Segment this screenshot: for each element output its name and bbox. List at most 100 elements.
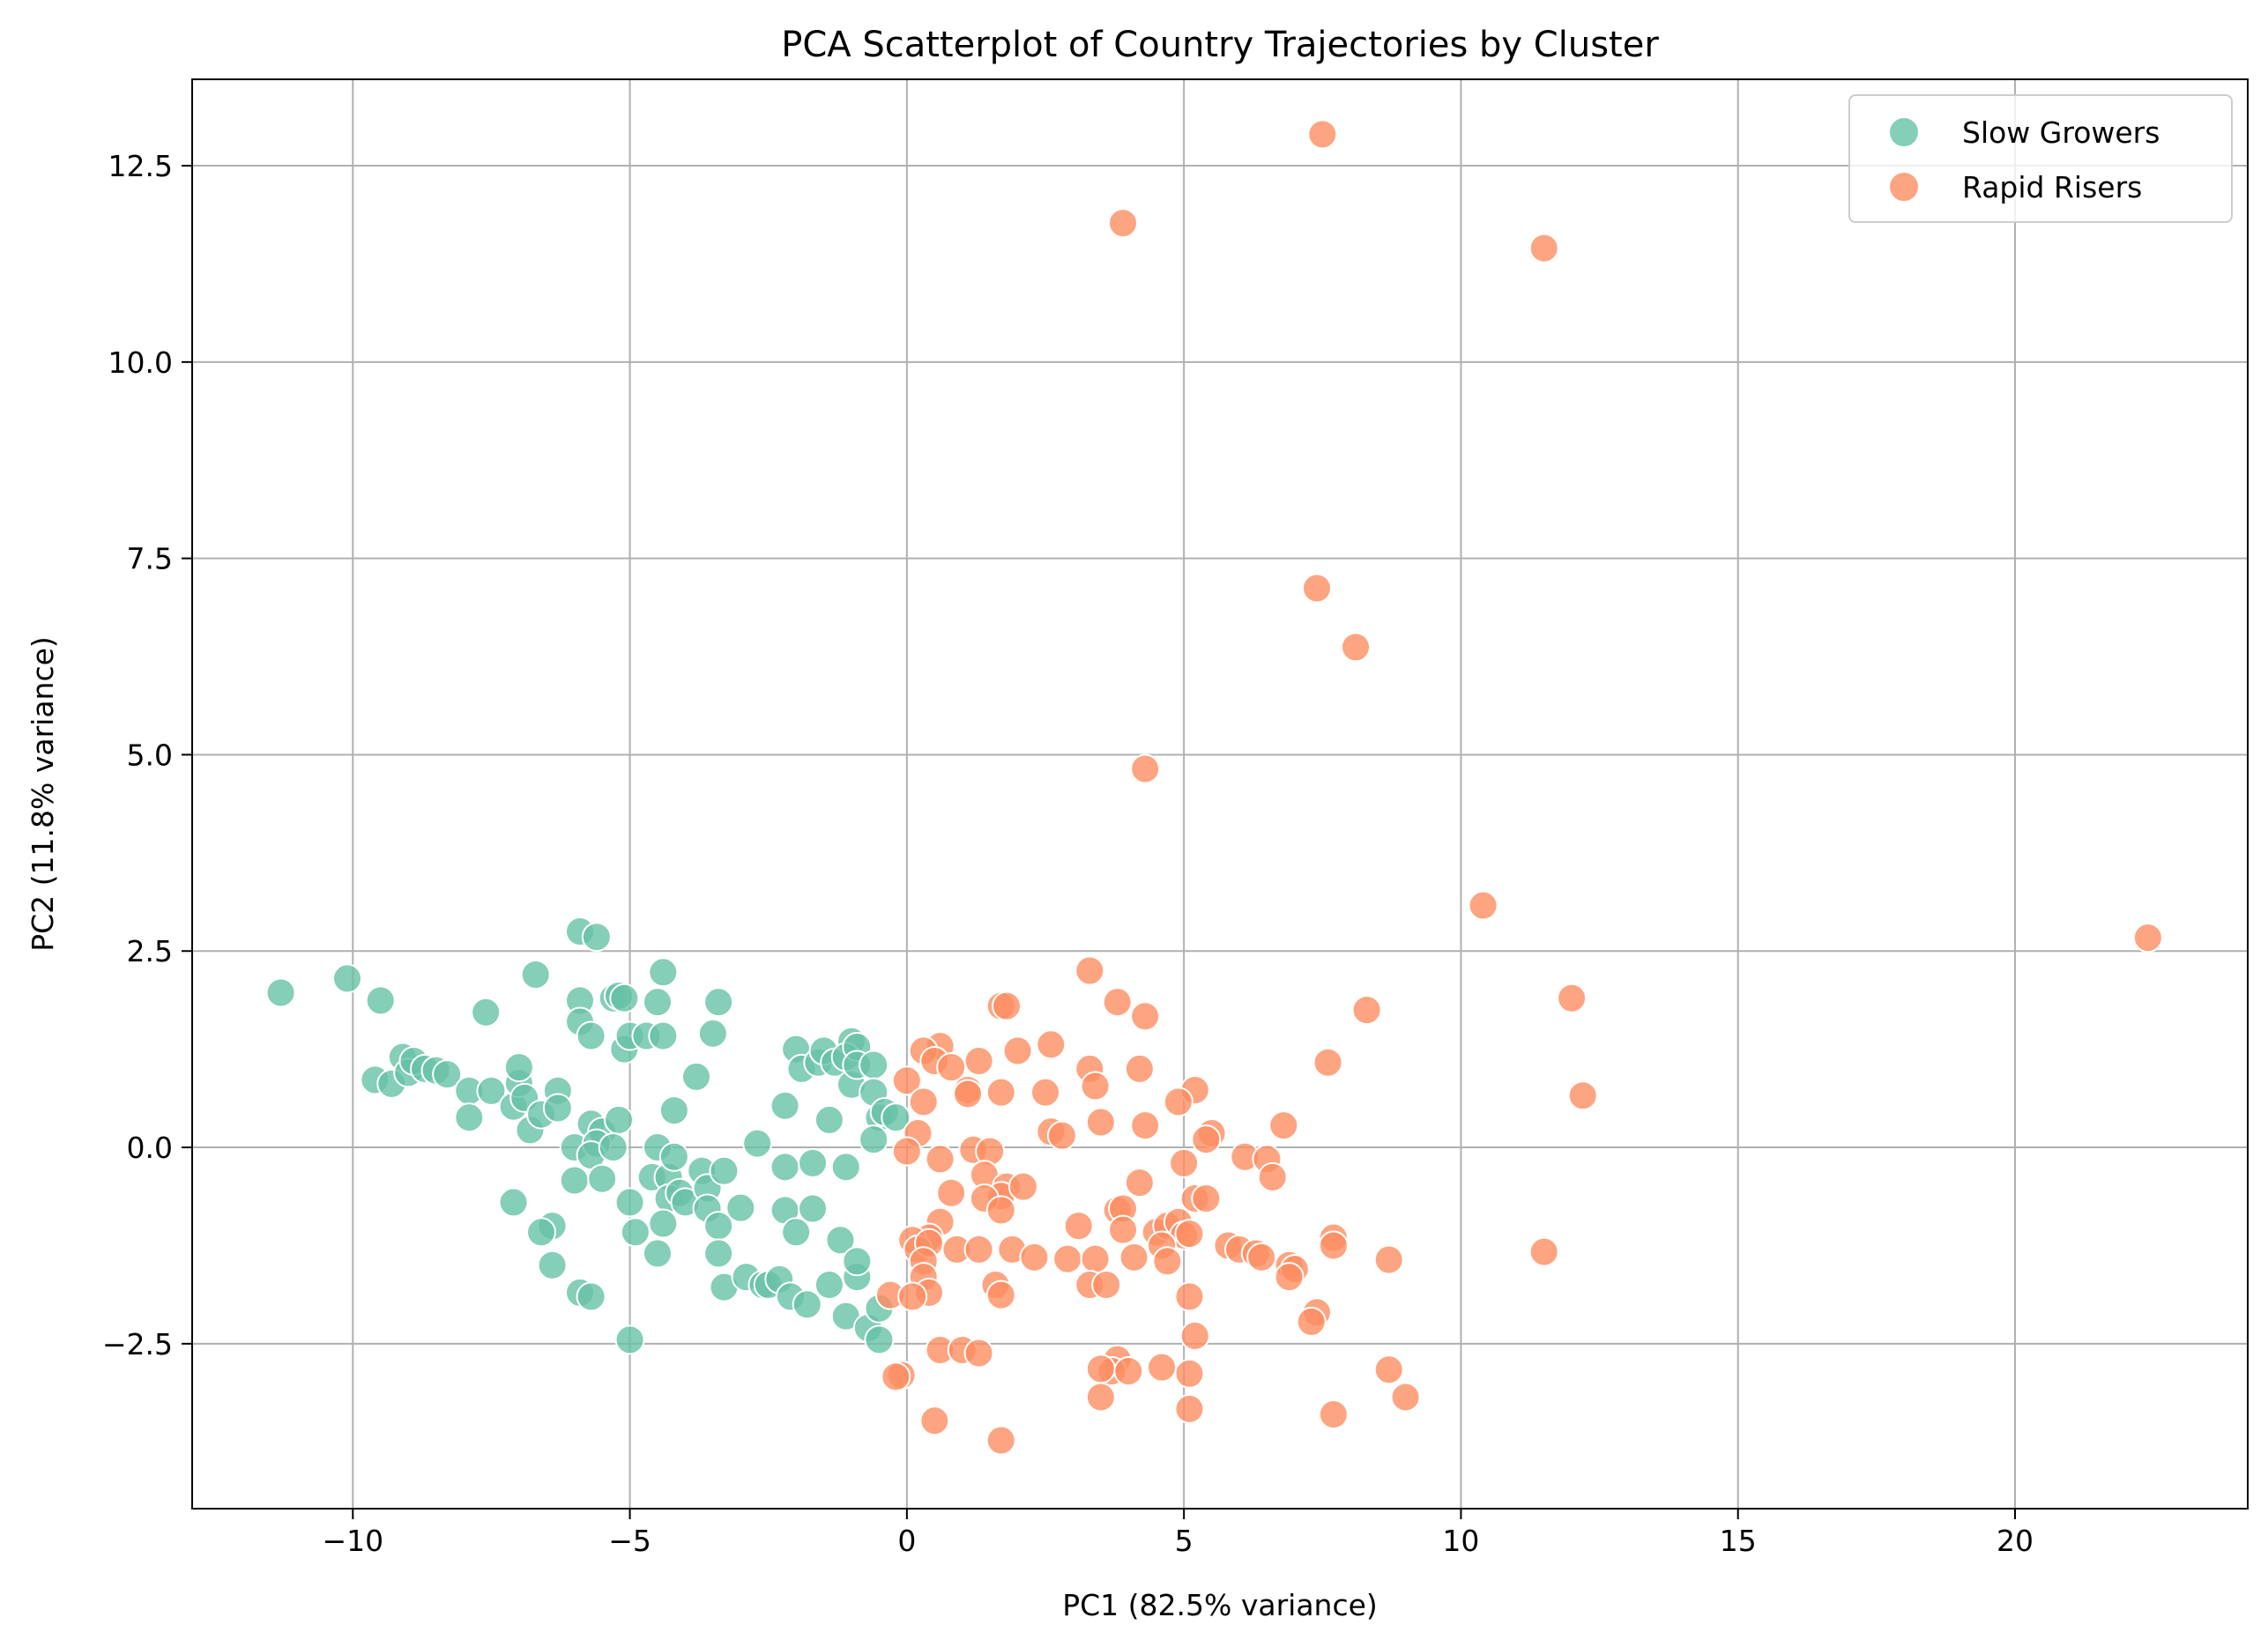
data-point[interactable] bbox=[1191, 1183, 1222, 1213]
data-point[interactable] bbox=[792, 1289, 822, 1320]
data-point[interactable] bbox=[1468, 890, 1498, 921]
data-point[interactable] bbox=[648, 1208, 679, 1239]
data-point[interactable] bbox=[742, 1128, 773, 1159]
data-point[interactable] bbox=[614, 1324, 645, 1355]
data-point[interactable] bbox=[1174, 1358, 1205, 1389]
data-point[interactable] bbox=[1019, 1242, 1050, 1272]
data-point[interactable] bbox=[1102, 987, 1133, 1018]
data-point[interactable] bbox=[614, 1187, 645, 1218]
data-point[interactable] bbox=[1318, 1399, 1349, 1430]
data-point[interactable] bbox=[503, 1052, 534, 1083]
data-point[interactable] bbox=[825, 1225, 856, 1256]
data-point[interactable] bbox=[1390, 1382, 1421, 1413]
data-point[interactable] bbox=[1174, 1219, 1205, 1250]
data-point[interactable] bbox=[814, 1270, 844, 1301]
data-point[interactable] bbox=[542, 1093, 573, 1124]
data-point[interactable] bbox=[881, 1102, 911, 1133]
data-point[interactable] bbox=[581, 922, 612, 953]
data-point[interactable] bbox=[1052, 1243, 1083, 1274]
data-point[interactable] bbox=[520, 959, 551, 990]
data-point[interactable] bbox=[1002, 1035, 1033, 1066]
data-point[interactable] bbox=[681, 1061, 711, 1092]
data-point[interactable] bbox=[1191, 1124, 1222, 1155]
data-point[interactable] bbox=[1075, 955, 1105, 986]
data-point[interactable] bbox=[992, 990, 1022, 1021]
data-point[interactable] bbox=[1124, 1053, 1155, 1084]
data-point[interactable] bbox=[1130, 1110, 1161, 1141]
data-point[interactable] bbox=[1296, 1306, 1327, 1337]
data-point[interactable] bbox=[891, 1065, 922, 1096]
data-point[interactable] bbox=[798, 1147, 828, 1178]
data-point[interactable] bbox=[648, 1020, 679, 1051]
data-point[interactable] bbox=[798, 1193, 828, 1224]
data-point[interactable] bbox=[770, 1090, 800, 1121]
data-point[interactable] bbox=[2132, 923, 2163, 953]
data-point[interactable] bbox=[908, 1087, 939, 1117]
data-point[interactable] bbox=[1373, 1244, 1404, 1275]
data-point[interactable] bbox=[1152, 1246, 1183, 1277]
data-point[interactable] bbox=[576, 1020, 606, 1051]
data-point[interactable] bbox=[471, 997, 502, 1028]
data-point[interactable] bbox=[859, 1050, 889, 1080]
data-point[interactable] bbox=[332, 963, 362, 994]
data-point[interactable] bbox=[953, 1079, 983, 1109]
data-point[interactable] bbox=[1174, 1281, 1205, 1312]
data-point[interactable] bbox=[864, 1324, 895, 1355]
data-point[interactable] bbox=[1108, 1214, 1138, 1245]
data-point[interactable] bbox=[265, 977, 296, 1008]
data-point[interactable] bbox=[1351, 995, 1382, 1026]
data-point[interactable] bbox=[598, 1132, 628, 1163]
data-point[interactable] bbox=[365, 985, 396, 1016]
data-point[interactable] bbox=[1163, 1087, 1193, 1117]
data-point[interactable] bbox=[1557, 983, 1588, 1013]
data-point[interactable] bbox=[1030, 1077, 1060, 1108]
data-point[interactable] bbox=[985, 1077, 1016, 1108]
data-point[interactable] bbox=[936, 1177, 967, 1208]
data-point[interactable] bbox=[576, 1281, 606, 1312]
data-point[interactable] bbox=[1036, 1029, 1067, 1060]
data-point[interactable] bbox=[1130, 753, 1161, 784]
data-point[interactable] bbox=[1119, 1242, 1149, 1272]
data-point[interactable] bbox=[1246, 1242, 1277, 1272]
data-point[interactable] bbox=[1091, 1270, 1122, 1301]
data-point[interactable] bbox=[1274, 1262, 1305, 1293]
data-point[interactable] bbox=[1085, 1354, 1116, 1384]
data-point[interactable] bbox=[781, 1217, 812, 1248]
data-point[interactable] bbox=[985, 1195, 1016, 1226]
data-point[interactable] bbox=[985, 1425, 1016, 1456]
data-point[interactable] bbox=[658, 1141, 689, 1172]
data-point[interactable] bbox=[1124, 1168, 1155, 1198]
data-point[interactable] bbox=[919, 1406, 950, 1436]
data-point[interactable] bbox=[432, 1059, 463, 1090]
data-point[interactable] bbox=[770, 1152, 800, 1183]
data-point[interactable] bbox=[1302, 573, 1332, 604]
data-point[interactable] bbox=[620, 1217, 651, 1248]
data-point[interactable] bbox=[526, 1217, 556, 1248]
data-point[interactable] bbox=[1268, 1110, 1299, 1141]
data-point[interactable] bbox=[1528, 1236, 1559, 1267]
data-point[interactable] bbox=[1312, 1047, 1343, 1078]
data-point[interactable] bbox=[1085, 1382, 1116, 1413]
data-point[interactable] bbox=[709, 1155, 740, 1186]
data-point[interactable] bbox=[1008, 1171, 1038, 1202]
data-point[interactable] bbox=[1179, 1320, 1210, 1351]
data-point[interactable] bbox=[1341, 632, 1371, 663]
data-point[interactable] bbox=[658, 1095, 689, 1126]
data-point[interactable] bbox=[559, 1165, 590, 1196]
data-point[interactable] bbox=[1130, 1001, 1161, 1032]
data-point[interactable] bbox=[725, 1192, 756, 1223]
data-point[interactable] bbox=[587, 1163, 618, 1194]
data-point[interactable] bbox=[859, 1124, 889, 1155]
data-point[interactable] bbox=[476, 1075, 507, 1106]
data-point[interactable] bbox=[537, 1250, 568, 1280]
data-point[interactable] bbox=[454, 1102, 485, 1133]
data-point[interactable] bbox=[1169, 1147, 1200, 1178]
data-point[interactable] bbox=[814, 1104, 844, 1135]
data-point[interactable] bbox=[1528, 233, 1559, 263]
data-point[interactable] bbox=[643, 1238, 673, 1269]
data-point[interactable] bbox=[648, 957, 679, 988]
data-point[interactable] bbox=[703, 987, 734, 1018]
data-point[interactable] bbox=[1108, 208, 1138, 239]
data-point[interactable] bbox=[703, 1238, 734, 1269]
data-point[interactable] bbox=[1257, 1161, 1288, 1192]
